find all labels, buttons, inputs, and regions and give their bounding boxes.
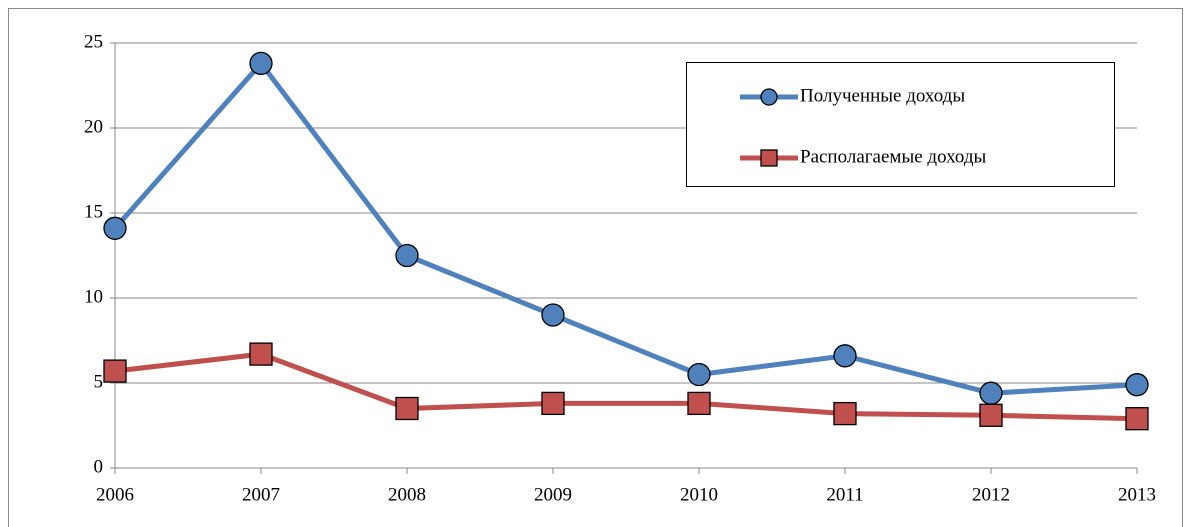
point xyxy=(760,88,778,106)
y-tick-label: 15 xyxy=(84,201,103,222)
x-tick-label: 2006 xyxy=(96,484,134,505)
x-tick-label: 2007 xyxy=(242,484,280,505)
point xyxy=(103,359,127,383)
point xyxy=(395,396,419,421)
x-tick-label: 2009 xyxy=(534,484,572,505)
point xyxy=(541,303,565,327)
y-tick-label: 5 xyxy=(94,371,104,392)
y-tick-label: 0 xyxy=(94,456,104,477)
legend-box xyxy=(686,62,1115,187)
y-tick-label: 25 xyxy=(84,31,103,52)
x-tick-label: 2012 xyxy=(972,484,1010,505)
point xyxy=(103,216,127,240)
point xyxy=(249,51,273,76)
series-line xyxy=(113,60,1138,396)
legend-label: Полученные доходы xyxy=(800,85,965,106)
point xyxy=(395,243,419,268)
point xyxy=(249,342,273,366)
point xyxy=(687,362,711,387)
x-tick-label: 2008 xyxy=(388,484,426,505)
point xyxy=(687,391,711,416)
point xyxy=(1125,407,1149,431)
point xyxy=(979,403,1003,427)
x-tick-label: 2013 xyxy=(1118,484,1156,505)
point xyxy=(1125,373,1149,397)
y-tick-label: 10 xyxy=(84,286,103,307)
x-tick-label: 2011 xyxy=(826,484,863,505)
x-tick-label: 2010 xyxy=(680,484,718,505)
y-tick-label: 20 xyxy=(84,116,103,137)
legend-label: Располагаемые доходы xyxy=(800,146,986,167)
point xyxy=(760,149,778,167)
point xyxy=(979,381,1003,405)
series-line xyxy=(114,351,1138,422)
point xyxy=(541,391,565,416)
point xyxy=(833,401,857,426)
point xyxy=(833,344,857,368)
